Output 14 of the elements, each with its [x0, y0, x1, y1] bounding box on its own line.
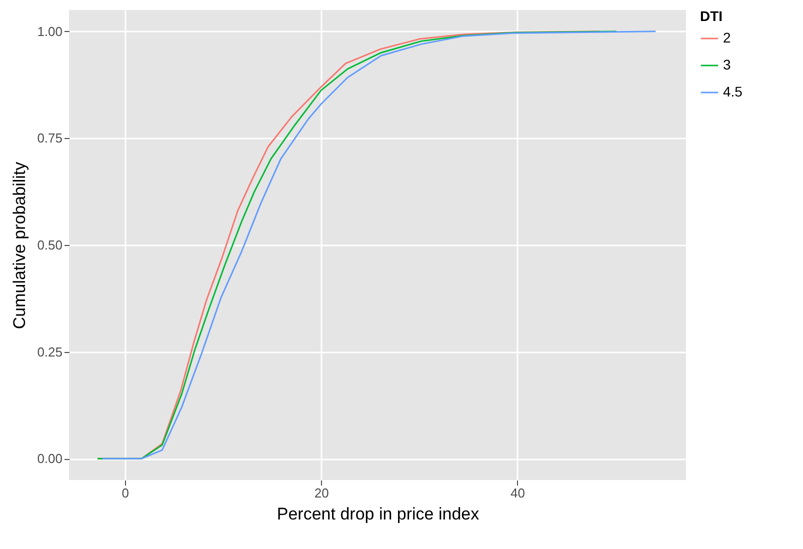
y-tick-label: 0.75: [37, 130, 62, 146]
y-tick-label: 0.50: [37, 238, 62, 252]
legend-title: DTI: [700, 8, 723, 24]
y-tick-label: 0.00: [37, 451, 62, 466]
y-tick-label: 1.00: [37, 24, 62, 39]
legend-label: 3: [723, 56, 731, 72]
x-tick-label: 40: [510, 486, 526, 500]
x-axis-title: Percent drop in price index: [276, 504, 480, 524]
x-tick-label: 0: [122, 486, 130, 500]
legend-label: 2: [723, 30, 731, 46]
y-axis-title: Cumulative probability: [10, 161, 30, 330]
y-tick-label: 0.25: [37, 344, 62, 360]
x-tick-label: 20: [314, 486, 329, 500]
legend-label: 4.5: [723, 84, 743, 100]
